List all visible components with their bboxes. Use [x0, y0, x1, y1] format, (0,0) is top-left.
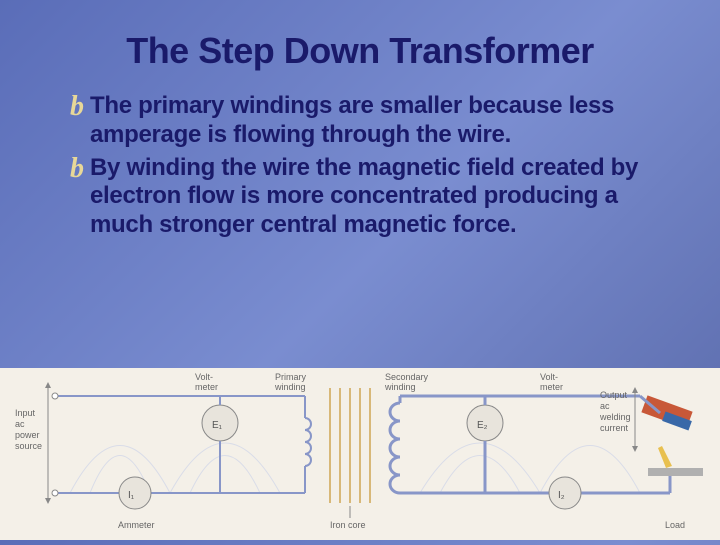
load-label: Load — [665, 520, 685, 530]
i1-label: I₁ — [128, 490, 135, 501]
bullet-item: b By winding the wire the magnetic field… — [70, 154, 660, 240]
i2-label: I₂ — [558, 490, 565, 501]
bullet-marker: b — [70, 154, 84, 185]
iron-core-label: Iron core — [330, 520, 366, 530]
voltmeter-label-2: Volt-meter — [540, 372, 563, 392]
e2-label: E₂ — [477, 420, 488, 431]
load-icon — [640, 395, 703, 476]
primary-winding-label: Primarywinding — [274, 372, 306, 392]
diagram-svg: Input ac power source E₁ Volt-meter Prim… — [0, 368, 720, 540]
content-area: b The primary windings are smaller becau… — [0, 92, 720, 240]
ammeter-i2 — [549, 477, 581, 509]
bullet-text: The primary windings are smaller because… — [90, 92, 660, 150]
iron-core — [330, 388, 370, 503]
e1-label: E₁ — [212, 420, 223, 431]
primary-winding — [305, 396, 311, 493]
secondary-winding-label: Secondarywinding — [384, 372, 429, 392]
ammeter-label: Ammeter — [118, 520, 155, 530]
bullet-text: By winding the wire the magnetic field c… — [90, 154, 660, 240]
bullet-item: b The primary windings are smaller becau… — [70, 92, 660, 150]
ammeter-i1 — [119, 477, 151, 509]
slide-title: The Step Down Transformer — [0, 0, 720, 92]
output-label: Output ac welding current — [599, 390, 633, 433]
voltmeter-label-1: Volt-meter — [195, 372, 218, 392]
slide: The Step Down Transformer b The primary … — [0, 0, 720, 540]
transformer-diagram: Input ac power source E₁ Volt-meter Prim… — [0, 368, 720, 540]
input-label: Input ac power source — [15, 408, 42, 451]
secondary-winding — [390, 396, 400, 493]
bullet-marker: b — [70, 92, 84, 123]
